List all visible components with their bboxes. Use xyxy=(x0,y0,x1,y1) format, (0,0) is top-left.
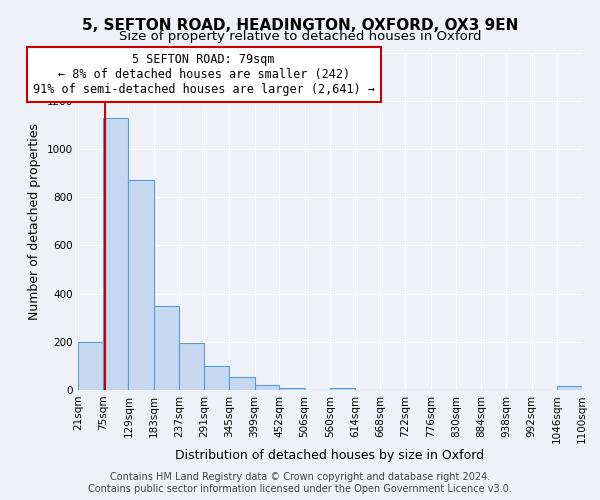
Bar xyxy=(154,306,179,390)
Bar xyxy=(179,343,204,390)
Y-axis label: Number of detached properties: Number of detached properties xyxy=(28,122,41,320)
Bar xyxy=(128,180,154,390)
Bar xyxy=(330,388,355,390)
X-axis label: Distribution of detached houses by size in Oxford: Distribution of detached houses by size … xyxy=(175,449,485,462)
Bar xyxy=(557,386,582,390)
Bar xyxy=(78,342,103,390)
Bar xyxy=(254,385,280,390)
Bar xyxy=(280,388,305,390)
Text: 5, SEFTON ROAD, HEADINGTON, OXFORD, OX3 9EN: 5, SEFTON ROAD, HEADINGTON, OXFORD, OX3 … xyxy=(82,18,518,32)
Text: 5 SEFTON ROAD: 79sqm
← 8% of detached houses are smaller (242)
91% of semi-detac: 5 SEFTON ROAD: 79sqm ← 8% of detached ho… xyxy=(32,52,374,96)
Text: Contains HM Land Registry data © Crown copyright and database right 2024.
Contai: Contains HM Land Registry data © Crown c… xyxy=(88,472,512,494)
Bar xyxy=(103,118,128,390)
Bar xyxy=(204,366,229,390)
Text: Size of property relative to detached houses in Oxford: Size of property relative to detached ho… xyxy=(119,30,481,43)
Bar xyxy=(229,376,254,390)
